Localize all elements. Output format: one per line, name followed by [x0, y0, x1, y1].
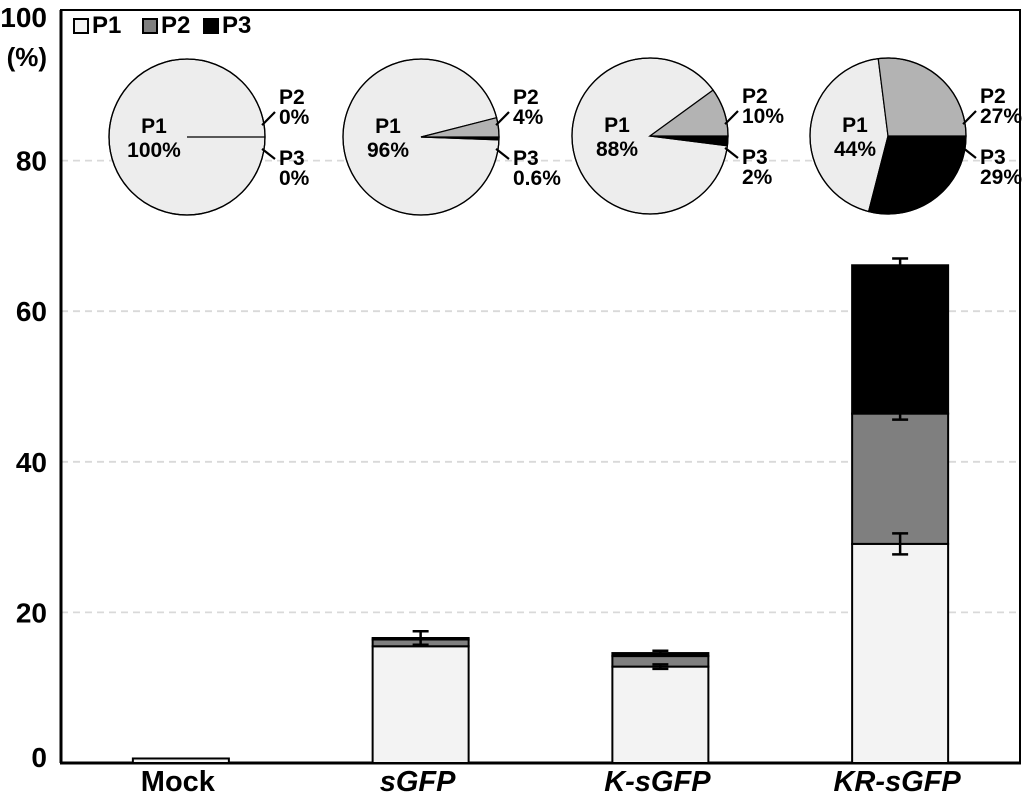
pie-leader-line-p3	[495, 148, 510, 160]
pie-label-p2-name: P2	[980, 85, 1006, 108]
pie-label-p3-name: P3	[279, 147, 305, 170]
legend-swatch-p2	[142, 18, 158, 34]
pie-label-p1-name: P1	[842, 114, 868, 137]
pie-label-p3-name: P3	[742, 146, 768, 169]
pie-outline-k-sgfp	[571, 57, 729, 215]
bar-segment-p1-sgfp	[371, 645, 470, 764]
bar-segment-p3-kr-sgfp	[851, 264, 950, 415]
pie-leader-line-p2	[495, 111, 510, 126]
pie-leader-line-p3	[724, 147, 739, 159]
pie-label-p1-name: P1	[141, 115, 167, 138]
y-axis-tick-label-100: 100	[0, 2, 47, 33]
legend-label-p3: P3	[222, 12, 251, 39]
x-axis-category-label-sgfp: sGFP	[380, 766, 456, 798]
pie-label-p1-value: 44%	[834, 138, 876, 161]
y-axis-tick-label-0: 0	[31, 742, 47, 773]
pie-label-p2-name: P2	[742, 85, 768, 108]
x-axis-category-label-k-sgfp: K-sGFP	[604, 766, 711, 798]
pie-label-p1-value: 100%	[127, 139, 181, 162]
x-axis-category-label-kr-sgfp: KR-sGFP	[833, 766, 961, 798]
pie-label-p3-value: 2%	[742, 166, 773, 189]
y-axis-tick-label-20: 20	[16, 597, 47, 628]
y-axis-tick-label-60: 60	[16, 296, 47, 327]
pie-leader-line-p2	[962, 110, 977, 125]
pie-label-p3-name: P3	[980, 146, 1006, 169]
y-axis-tick-label-80: 80	[16, 146, 47, 177]
legend-label-p1: P1	[92, 12, 121, 39]
pie-label-p1-value: 88%	[596, 138, 638, 161]
pie-label-p3-name: P3	[513, 147, 539, 170]
pie-label-p1-name: P1	[604, 114, 630, 137]
legend-label-p2: P2	[161, 12, 190, 39]
pie-leader-line-p2	[724, 110, 739, 125]
pie-label-p3-value: 0.6%	[513, 167, 561, 190]
bar-segment-p1-k-sgfp	[611, 665, 710, 765]
pie-label-p2-value: 27%	[980, 105, 1022, 128]
pie-leader-line-p3	[962, 147, 977, 159]
pie-label-p2-value: 10%	[742, 105, 784, 128]
bar-segment-p2-kr-sgfp	[851, 412, 950, 545]
y-axis-tick-label-40: 40	[16, 447, 47, 478]
pie-outline-kr-sgfp	[809, 57, 967, 215]
pie-label-p2-value: 0%	[279, 106, 310, 129]
pie-label-p2-name: P2	[513, 86, 539, 109]
bar-segment-p1-mock	[131, 757, 230, 764]
pie-outline-sgfp	[342, 58, 500, 216]
pie-label-p3-value: 0%	[279, 167, 310, 190]
pie-leader-line-p2	[261, 111, 276, 126]
pie-label-p1-value: 96%	[367, 139, 409, 162]
legend-swatch-p3	[203, 18, 219, 34]
pie-label-p1-name: P1	[375, 115, 401, 138]
x-axis-category-label-mock: Mock	[141, 766, 216, 798]
legend-swatch-p1	[73, 18, 89, 34]
pie-label-p3-value: 29%	[980, 166, 1022, 189]
pie-label-p2-value: 4%	[513, 106, 544, 129]
pie-label-p2-name: P2	[279, 86, 305, 109]
pie-leader-line-p3	[261, 148, 276, 160]
y-axis-unit-label: (%)	[7, 42, 47, 72]
bar-segment-p1-kr-sgfp	[851, 542, 950, 765]
